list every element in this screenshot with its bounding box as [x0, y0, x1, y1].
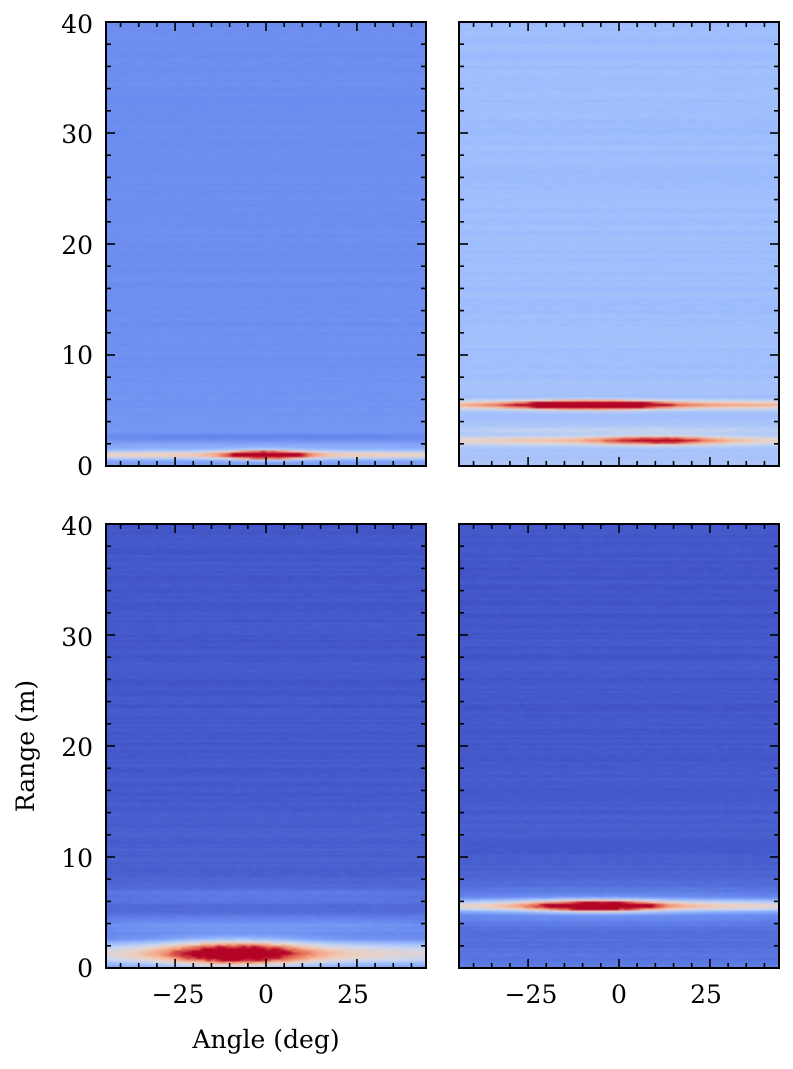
x-tick-label: 25	[690, 980, 722, 1009]
heatmap-image	[106, 22, 426, 466]
x-tick-label: 0	[258, 980, 274, 1009]
panel-bottom-left	[105, 523, 427, 969]
panel-top-right	[458, 21, 780, 467]
x-axis-label: Angle (deg)	[191, 1025, 339, 1054]
y-tick-label: 0	[77, 452, 93, 481]
panel-top-left	[105, 21, 427, 467]
y-tick-label: 0	[77, 954, 93, 983]
y-tick-label: 10	[61, 844, 93, 873]
y-tick-label: 30	[61, 120, 93, 149]
y-tick-label: 30	[61, 623, 93, 652]
x-tick-label: −25	[505, 980, 558, 1009]
axes-frame	[105, 523, 427, 969]
axes-frame	[105, 21, 427, 467]
y-tick-label: 40	[61, 512, 93, 541]
x-tick-label: 0	[611, 980, 627, 1009]
y-tick-label: 20	[61, 733, 93, 762]
y-tick-label: 40	[61, 10, 93, 39]
x-tick-label: 25	[337, 980, 369, 1009]
heatmap-image	[459, 524, 779, 968]
y-tick-label: 20	[61, 231, 93, 260]
heatmap-image	[106, 524, 426, 968]
axes-frame	[458, 523, 780, 969]
panel-bottom-right	[458, 523, 780, 969]
x-tick-label: −25	[152, 980, 205, 1009]
axes-frame	[458, 21, 780, 467]
heatmap-image	[459, 22, 779, 466]
y-tick-label: 10	[61, 341, 93, 370]
y-axis-label: Range (m)	[11, 680, 40, 812]
